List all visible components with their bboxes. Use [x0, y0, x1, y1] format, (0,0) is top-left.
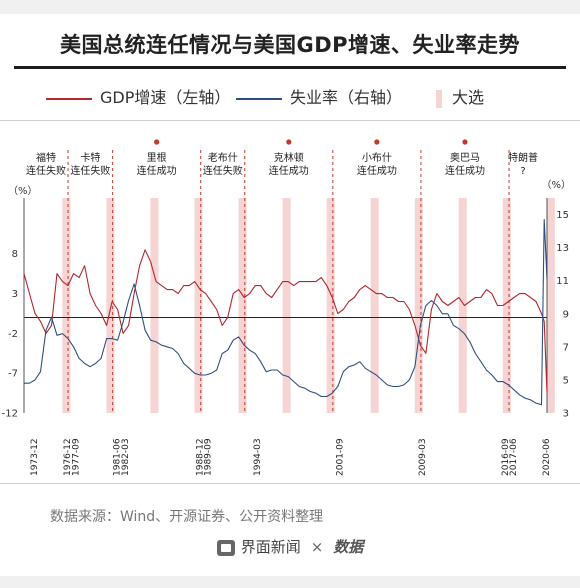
x-tick-label: 1973-12 — [30, 438, 40, 476]
term-president-label: 奥巴马 — [450, 151, 480, 164]
chart-svg: 福特连任失败卡特连任失败里根连任成功老布什连任失败克林顿连任成功小布什连任成功奥… — [2, 139, 571, 476]
election-band — [282, 198, 291, 413]
x-tick-label: 2001-09 — [336, 438, 346, 476]
election-band — [326, 198, 335, 413]
legend-election: 大选 — [436, 84, 485, 108]
footer-brand1: 界面新闻 — [240, 538, 301, 556]
term-president-label: 卡特 — [80, 151, 100, 164]
term-president-label: 小布什 — [362, 152, 392, 164]
legend-election-swatch — [436, 89, 442, 108]
footer-branding: 界面新闻 × 数据 — [0, 536, 580, 558]
right-tick-label: 7 — [563, 342, 569, 353]
left-tick-label: -7 — [8, 369, 18, 380]
term-result-label: 连任失败 — [26, 164, 66, 177]
right-tick-label: 3 — [563, 409, 569, 420]
term-result-label: 连任失败 — [70, 164, 110, 177]
success-dot — [286, 139, 292, 145]
top-band — [0, 0, 580, 14]
right-tick-label: 15 — [556, 210, 569, 221]
left-tick-label: -2 — [8, 329, 18, 340]
term-result-label: 连任成功 — [137, 164, 177, 177]
source-note: 数据来源：Wind、开源证券、公开资料整理 — [50, 509, 324, 525]
term-president-label: 克林顿 — [274, 151, 304, 164]
term-president-label: 福特 — [36, 151, 56, 164]
legend-unemp-label: 失业率（右轴） — [290, 88, 403, 107]
success-dot — [374, 139, 380, 145]
right-tick-label: 5 — [563, 375, 569, 386]
right-tick-label: 9 — [563, 309, 569, 320]
legend-gdp-swatch — [46, 97, 92, 100]
title-rule — [14, 66, 566, 69]
election-band — [502, 198, 511, 413]
x-tick-label: 1989-09 — [204, 438, 214, 476]
left-tick-label: 3 — [12, 289, 18, 300]
term-result-label: 连任成功 — [269, 164, 309, 177]
right-tick-label: 13 — [556, 243, 569, 254]
left-tick-label: -12 — [2, 409, 18, 420]
term-result-label: ? — [520, 166, 525, 177]
footer-sep: × — [310, 538, 324, 556]
bottom-band — [0, 576, 580, 588]
x-tick-label: 2020-06 — [542, 438, 552, 476]
x-tick-label: 2009-03 — [418, 438, 428, 476]
election-band — [106, 198, 115, 413]
term-result-label: 连任成功 — [357, 164, 397, 177]
success-dot — [462, 139, 468, 145]
chart-title: 美国总统连任情况与美国GDP增速、失业率走势 — [59, 33, 521, 57]
election-band — [238, 198, 247, 413]
legend-unemp: 失业率（右轴） — [236, 84, 403, 107]
legend-unemp-swatch — [236, 97, 282, 100]
right-axis-unit: （%） — [541, 179, 571, 191]
election-band — [458, 198, 467, 413]
election-band — [546, 198, 555, 413]
term-president-label: 老布什 — [208, 151, 238, 164]
success-dot — [154, 139, 160, 145]
footer-brand2: 数据 — [333, 538, 364, 556]
x-tick-label: 1976-12 — [63, 438, 73, 476]
election-band — [370, 198, 379, 413]
election-band — [194, 198, 203, 413]
election-band — [150, 198, 159, 413]
legend-gdp: GDP增速（左轴） — [46, 84, 231, 107]
x-tick-label: 1981-06 — [113, 438, 123, 476]
x-tick-label: 1994-03 — [253, 438, 263, 476]
left-axis-unit: （%） — [8, 185, 38, 197]
x-tick-label: 1988-12 — [195, 438, 205, 476]
gdp-series-line — [23, 249, 548, 394]
x-tick-label: 2016-09 — [501, 438, 511, 476]
legend-election-label: 大选 — [452, 88, 485, 107]
election-band — [62, 198, 71, 413]
jiemian-logo-icon — [216, 539, 235, 556]
term-result-label: 连任成功 — [445, 164, 485, 177]
left-tick-label: 8 — [12, 249, 18, 260]
x-tick-label: 1982-03 — [121, 438, 131, 476]
legend-gdp-label: GDP增速（左轴） — [100, 88, 231, 107]
right-tick-label: 11 — [556, 276, 569, 287]
term-president-label: 里根 — [147, 151, 167, 164]
x-tick-label: 1977-09 — [71, 438, 81, 476]
term-president-label: 特朗普 — [508, 151, 538, 164]
election-band — [414, 198, 423, 413]
x-tick-label: 2017-06 — [509, 438, 519, 476]
unemployment-series-line — [24, 218, 548, 406]
term-result-label: 连任失败 — [203, 164, 243, 177]
